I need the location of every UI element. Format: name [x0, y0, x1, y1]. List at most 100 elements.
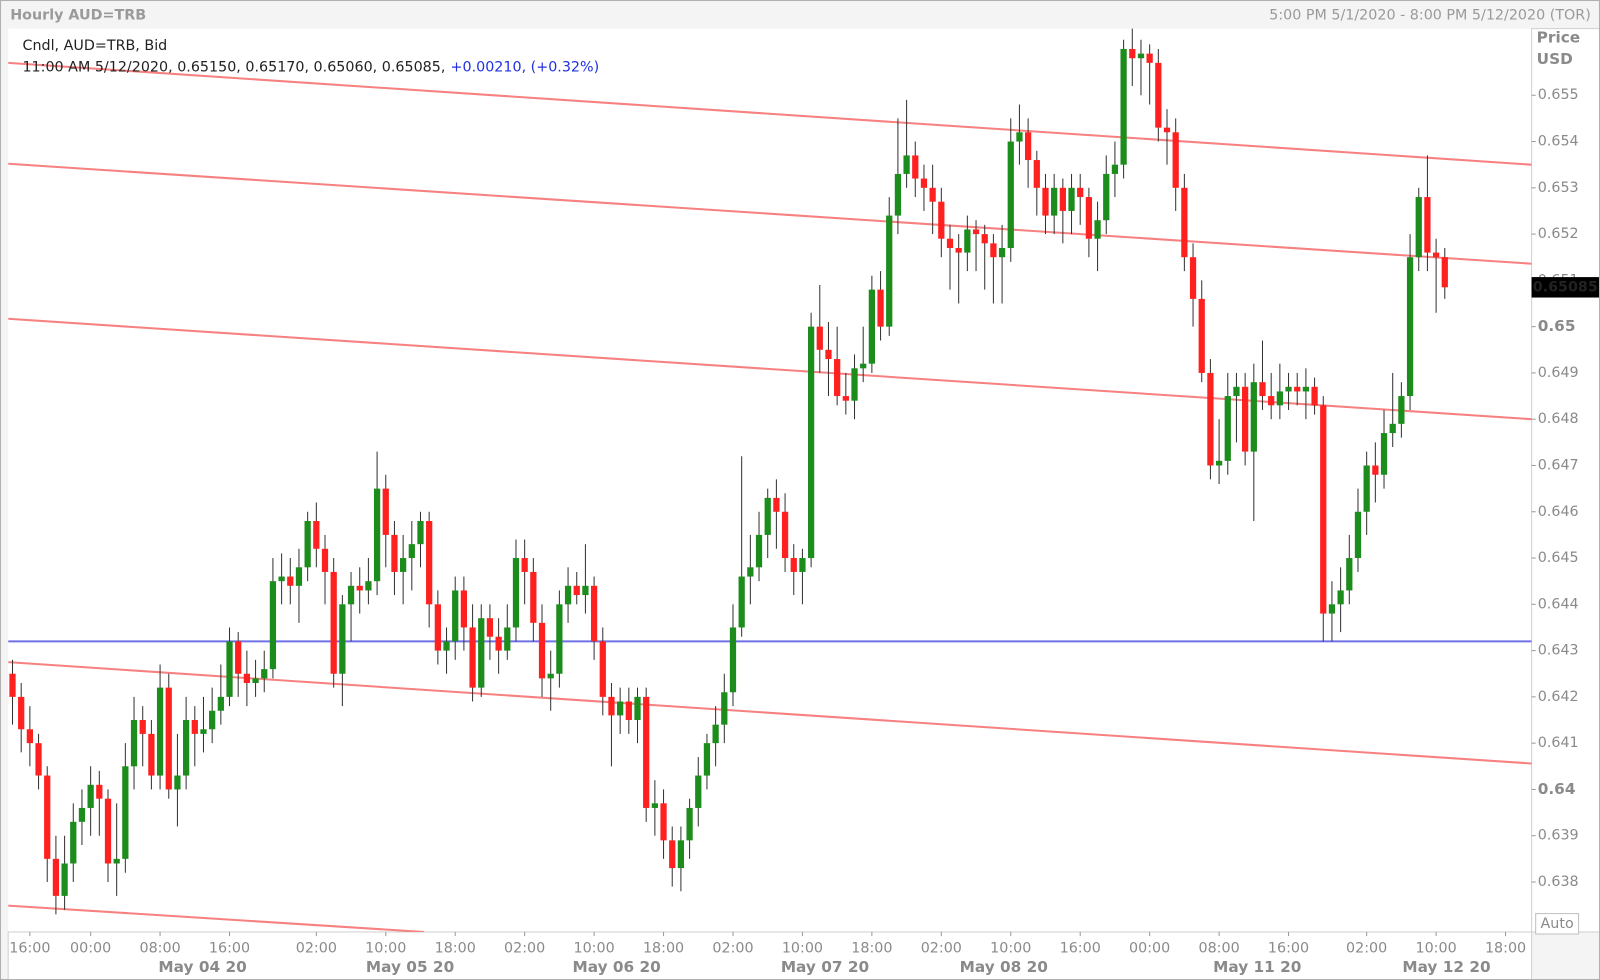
y-tick-label: 0.648: [1538, 411, 1579, 427]
y-tick-label: 0.649: [1538, 365, 1579, 381]
candle-body: [938, 201, 945, 239]
candle-body: [139, 720, 146, 734]
candle-body: [868, 289, 875, 364]
candle-body: [738, 576, 745, 628]
candle-body: [1155, 62, 1162, 128]
candle-body: [729, 627, 737, 693]
candle-body: [877, 289, 884, 327]
candle-body: [44, 775, 51, 859]
plot-layer: [8, 28, 1532, 932]
candle-body: [347, 585, 355, 605]
candle-body: [321, 548, 329, 572]
candle-body: [1189, 257, 1197, 299]
x-tick-label: 10:00: [1416, 940, 1457, 956]
x-tick-label: 18:00: [851, 940, 892, 956]
candle-body: [1094, 220, 1101, 239]
y-tick-label: 0.646: [1538, 504, 1579, 520]
y-tick-label: 0.644: [1538, 596, 1579, 612]
candle-body: [643, 696, 650, 808]
candle-body: [443, 641, 450, 651]
candle-body: [712, 724, 719, 744]
candle-body: [530, 571, 537, 623]
x-tick-label: 02:00: [1346, 940, 1387, 956]
candle-body: [1311, 386, 1318, 406]
candle-body: [547, 673, 554, 679]
candle-body: [478, 618, 485, 688]
candle-body: [860, 363, 867, 369]
candle-body: [1024, 132, 1032, 161]
candle-body: [1268, 396, 1275, 406]
x-tick-label: 10:00: [990, 940, 1031, 956]
candle-body: [61, 863, 68, 896]
candle-body: [1172, 132, 1179, 188]
candle-body: [1242, 386, 1249, 452]
candle-body: [495, 636, 502, 651]
candle-body: [807, 326, 815, 559]
legend-change: +0.00210, (+0.32%): [451, 59, 600, 75]
candle-body: [912, 155, 919, 179]
candle-body: [582, 585, 589, 596]
candle-body: [104, 798, 112, 864]
auto-button-label[interactable]: Auto: [1541, 916, 1574, 932]
candle-body: [972, 229, 980, 235]
legend-ohlc: 11:00 AM 5/12/2020, 0.65150, 0.65170, 0.…: [22, 59, 445, 75]
candle-body: [816, 326, 823, 350]
axis-title: Price: [1537, 28, 1580, 46]
candle-body: [1424, 197, 1431, 253]
x-tick-label: 18:00: [643, 940, 684, 956]
candle-body: [998, 247, 1006, 258]
candle-body: [1276, 391, 1283, 406]
candle-body: [634, 696, 641, 721]
candle-body: [122, 766, 129, 859]
candle-body: [1129, 48, 1136, 59]
day-label: May 11 20: [1213, 958, 1301, 976]
candle-body: [1415, 197, 1422, 258]
candle-body: [755, 534, 763, 568]
x-tick-label: 16:00: [1060, 940, 1101, 956]
candle-body: [1432, 252, 1440, 258]
x-tick-label: 16:00: [9, 940, 50, 956]
y-tick-label: 0.639: [1538, 828, 1579, 844]
x-tick-label: 18:00: [435, 940, 476, 956]
candle-body: [1354, 511, 1362, 559]
candle-body: [356, 585, 363, 591]
y-tick-label: 0.643: [1538, 643, 1579, 659]
day-label: May 07 20: [781, 958, 869, 976]
candle-body: [9, 673, 16, 697]
candle-body: [486, 618, 494, 637]
candle-body: [1068, 187, 1075, 211]
candle-body: [1051, 187, 1058, 216]
candle-body: [920, 178, 928, 188]
candle-body: [1198, 298, 1205, 373]
y-tick-label: 0.645: [1538, 550, 1579, 566]
candle-body: [695, 775, 702, 808]
candle-body: [773, 497, 780, 512]
candle-body: [1146, 53, 1153, 63]
candle-body: [278, 576, 285, 582]
candle-body: [426, 521, 433, 605]
candle-body: [1250, 382, 1257, 452]
x-tick-label: 02:00: [712, 940, 753, 956]
x-tick-label: 08:00: [1198, 940, 1239, 956]
candle-body: [1406, 257, 1414, 397]
candle-body: [182, 720, 190, 776]
auto-button[interactable]: [1535, 913, 1580, 935]
candle-body: [842, 396, 849, 401]
candle-body: [573, 585, 580, 596]
candle-body: [625, 701, 632, 721]
candle-body: [70, 821, 77, 864]
legend-info: 11:00 AM 5/12/2020, 0.65150, 0.65170, 0.…: [22, 59, 599, 75]
candle-body: [590, 585, 598, 642]
candle-body: [660, 803, 667, 841]
x-tick-label: 10:00: [365, 940, 406, 956]
candle-body: [1380, 433, 1388, 475]
candle-body: [295, 567, 303, 586]
candle-body: [608, 696, 615, 716]
candle-body: [764, 497, 771, 535]
candle-body: [1085, 197, 1093, 239]
candle-body: [113, 858, 120, 864]
candle-body: [1389, 423, 1396, 434]
candle-body: [460, 590, 468, 628]
candle-body: [452, 590, 459, 642]
